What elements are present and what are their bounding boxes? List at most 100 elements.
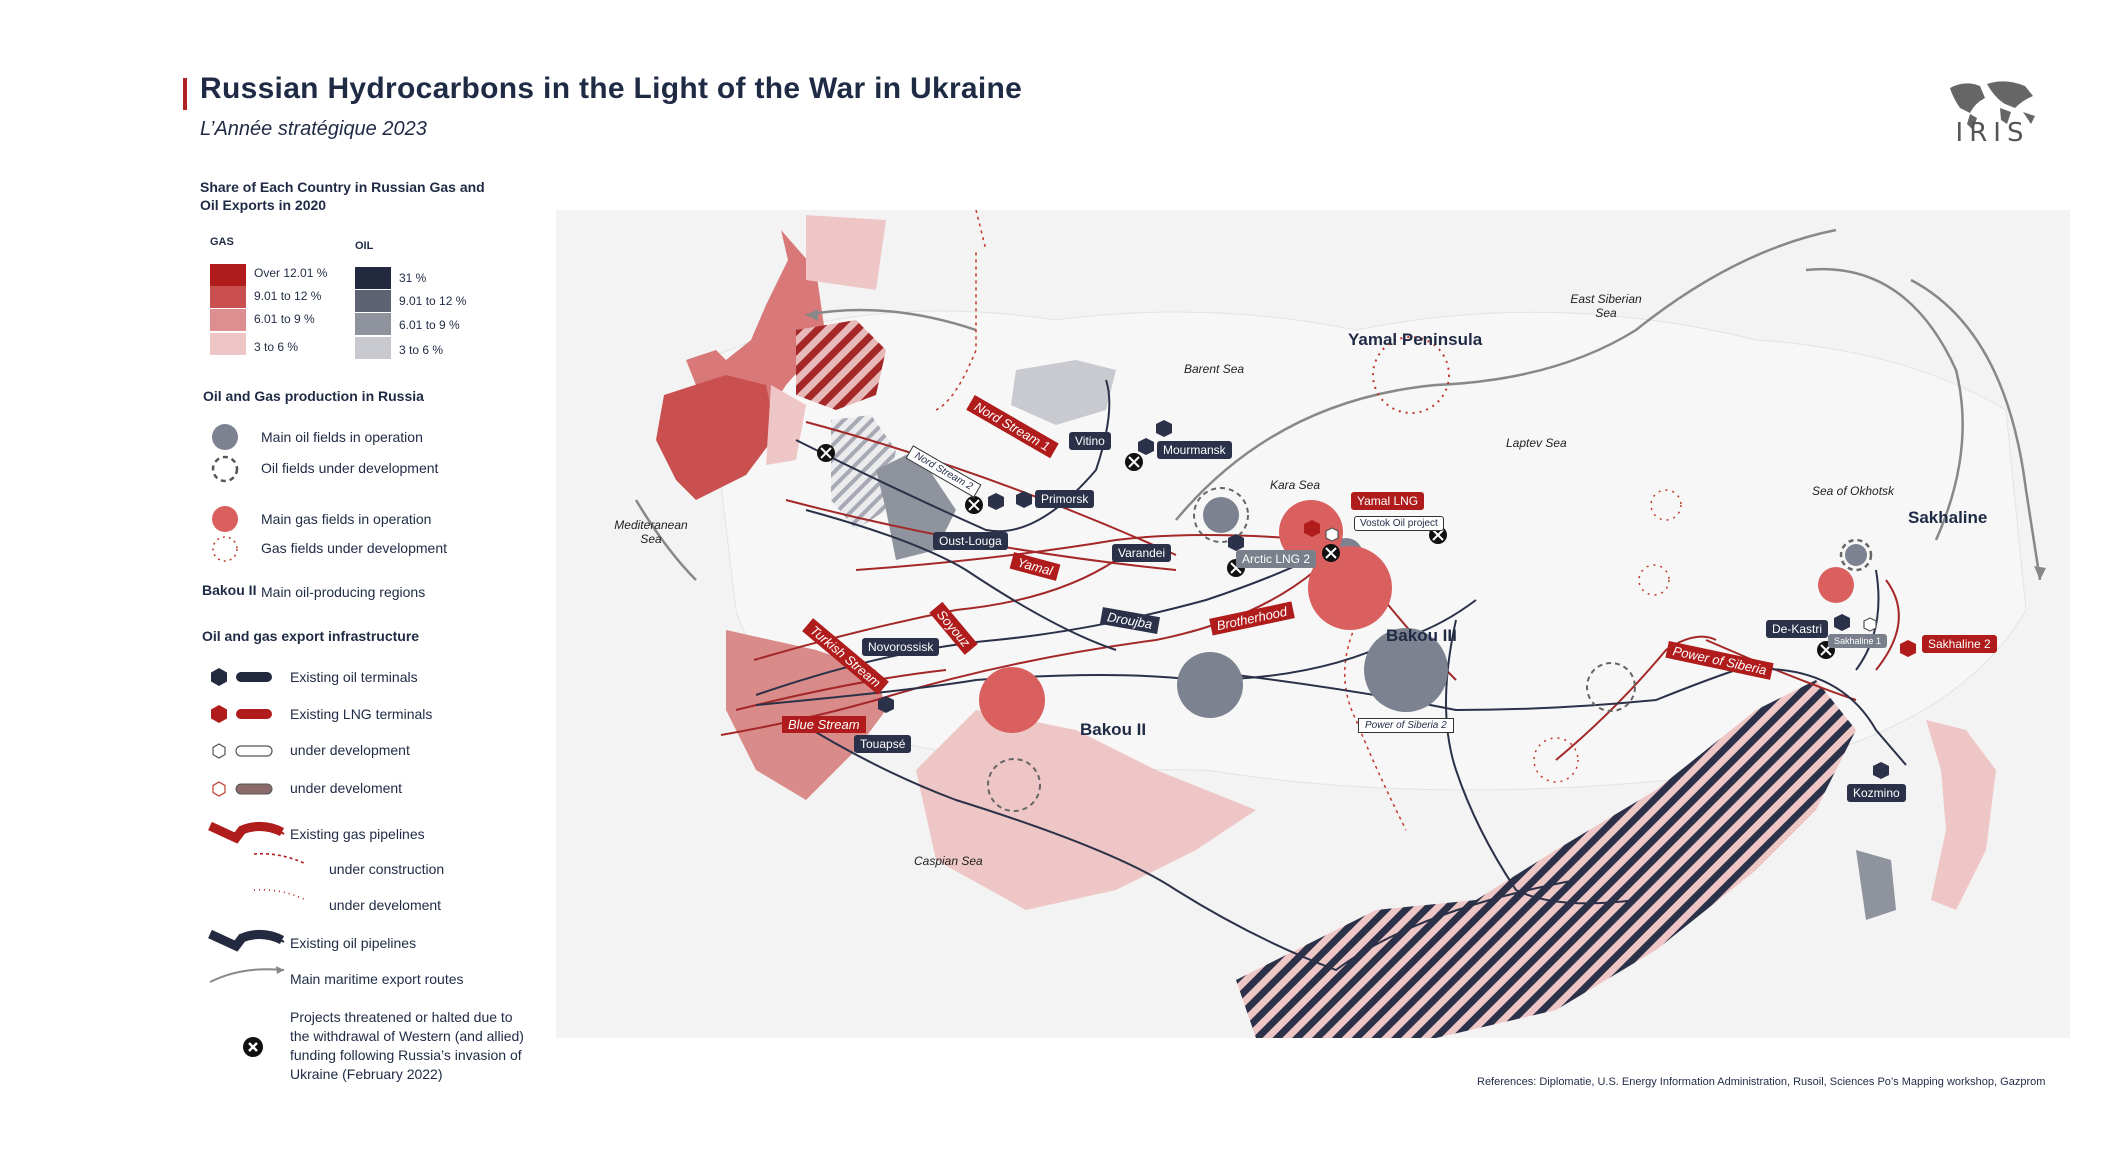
region-kola xyxy=(1011,360,1116,425)
terminal-label-primorsk: Primorsk xyxy=(1035,490,1095,508)
legend-production-heading: Oil and Gas production in Russia xyxy=(203,388,424,404)
halted-project-icon xyxy=(243,1037,263,1057)
oil-field-dev-sakhalin xyxy=(1839,538,1873,572)
gas-swatch-1 xyxy=(210,264,246,286)
iris-logo-text: IRIS xyxy=(1955,118,2030,148)
legend-bakou-desc: Main oil-producing regions xyxy=(261,584,426,600)
sea-label-okhotsk: Sea of Okhotsk xyxy=(1812,484,1895,498)
pipeline-construction-icon xyxy=(253,852,307,865)
sea-label-mediterranean: Mediteranean Sea xyxy=(614,518,688,546)
oil-field-bakou3 xyxy=(1364,628,1448,712)
legend-bakou-key: Bakou II xyxy=(202,582,257,598)
legend-main-oil-label: Main oil fields in operation xyxy=(261,429,423,445)
pipeline-label-power-of-siberia2: Power of Siberia 2 xyxy=(1358,718,1454,733)
legend-oil-pipelines-label: Existing oil pipelines xyxy=(290,935,417,951)
label-yamal-peninsula: Yamal Peninsula xyxy=(1348,330,1483,349)
gas-level-1-label: Over 12.01 % xyxy=(254,266,328,280)
maritime-route-icon xyxy=(209,966,285,983)
country-baltics xyxy=(766,385,806,465)
gas-field-urengoy xyxy=(1308,546,1392,630)
gas-field-main-icon xyxy=(212,506,238,532)
gas-field-dev-c xyxy=(1533,737,1579,783)
gas-swatch-4 xyxy=(210,333,246,355)
legend-oil-dev-label: Oil fields under development xyxy=(261,460,439,476)
label-bakou3: Bakou III xyxy=(1386,626,1457,645)
legend-gas-dev-label: Gas fields under development xyxy=(261,540,447,556)
terminal-label-de-kastri: De-Kastri xyxy=(1766,620,1829,638)
country-kazakhstan xyxy=(916,710,1256,910)
gas-swatch-3 xyxy=(210,309,246,331)
gas-field-dev-a xyxy=(1650,489,1682,521)
pipeline-label-blue-stream: Blue Stream xyxy=(782,716,866,733)
oil-field-timan xyxy=(1203,497,1239,533)
gas-field-dev-icon xyxy=(212,536,238,562)
country-korea-grey xyxy=(1856,850,1896,920)
oil-field-dev-timan xyxy=(1193,487,1249,543)
oil-level-2-label: 9.01 to 12 % xyxy=(399,294,467,308)
legend-lng-terminals-label: Existing LNG terminals xyxy=(290,706,433,722)
sea-label-kara: Kara Sea xyxy=(1270,478,1321,492)
oil-swatch-3 xyxy=(355,313,391,335)
oil-level-4-label: 3 to 6 % xyxy=(399,343,444,357)
map-area: Barent Sea Kara Sea Laptev Sea East Sibe… xyxy=(556,210,2070,1038)
terminal-label-vostok: Vostok Oil project xyxy=(1354,516,1444,531)
gas-level-4-label: 3 to 6 % xyxy=(254,340,299,354)
terminal-label-oust-louga: Oust-Louga xyxy=(933,532,1008,550)
oil-level-3-label: 6.01 to 9 % xyxy=(399,318,460,332)
country-finland xyxy=(806,215,886,290)
terminal-label-mourmansk: Mourmansk xyxy=(1157,441,1232,459)
gas-field-volga xyxy=(979,667,1045,733)
country-norway xyxy=(686,230,826,425)
country-china-striped xyxy=(1236,680,1856,1038)
gas-field-dev-barents xyxy=(1372,336,1450,414)
gas-field-dev-b xyxy=(1638,564,1670,596)
map-canvas xyxy=(556,210,2070,1038)
label-sakhaline: Sakhaline xyxy=(1908,508,1988,527)
oil-swatch-1 xyxy=(355,267,391,289)
gas-pipeline-icon xyxy=(208,821,285,844)
legend-under-construction: under construction xyxy=(329,861,445,877)
terminal-label-arctic-lng2: Arctic LNG 2 xyxy=(1236,550,1317,568)
oil-pipeline-icon xyxy=(208,929,285,952)
lng-terminal-dev-icon xyxy=(212,781,273,797)
terminal-label-touapse: Touapsé xyxy=(854,735,912,753)
terminal-label-sakhalin1: Sakhaline 1 xyxy=(1828,634,1888,648)
sea-label-east-siberian: East Siberian Sea xyxy=(1570,292,1642,320)
terminal-label-yamal-lng: Yamal LNG xyxy=(1351,492,1425,510)
pipeline-dev-icon xyxy=(253,888,307,901)
legend-gas-heading: GAS xyxy=(210,236,234,248)
oil-field-dev-east xyxy=(1586,662,1636,712)
oil-field-main-icon xyxy=(212,424,238,450)
country-turkey xyxy=(726,630,886,800)
page-title: Russian Hydrocarbons in the Light of the… xyxy=(200,72,1023,105)
legend-under-dev-1: under development xyxy=(290,742,410,758)
label-bakou2: Bakou II xyxy=(1080,720,1147,739)
legend-main-gas-label: Main gas fields in operation xyxy=(261,511,432,527)
oil-terminal-icon xyxy=(211,668,272,686)
terminal-label-novorossisk: Novorossisk xyxy=(862,638,940,656)
page-subtitle: L’Année stratégique 2023 xyxy=(200,118,427,140)
gas-field-sakhalin xyxy=(1818,567,1854,603)
legend-gas-pipelines-label: Existing gas pipelines xyxy=(290,826,425,842)
legend-oil-heading: OIL xyxy=(355,240,374,252)
oil-swatch-4 xyxy=(355,337,391,359)
iris-globe-logo-icon xyxy=(1950,81,2035,130)
legend-maritime-label: Main maritime export routes xyxy=(290,971,464,987)
sea-label-caspian: Caspian Sea xyxy=(914,854,983,868)
oil-field-sakhalin xyxy=(1845,544,1867,566)
gas-level-3-label: 6.01 to 9 % xyxy=(254,312,315,326)
terminal-label-vitino: Vitino xyxy=(1069,432,1111,450)
legend-share-heading: Share of Each Country in Russian Gas and… xyxy=(200,179,485,213)
oil-field-dev-icon xyxy=(211,455,239,483)
title-accent-bar xyxy=(183,78,187,110)
terminal-label-sakhalin2: Sakhaline 2 xyxy=(1922,635,1997,653)
legend-oil-terminals-label: Existing oil terminals xyxy=(290,669,418,685)
oil-field-dev-caspian xyxy=(987,758,1041,812)
oil-terminal-dev-icon xyxy=(212,743,273,759)
oil-field-bakou2 xyxy=(1177,652,1243,718)
sea-label-laptev: Laptev Sea xyxy=(1506,436,1567,450)
sea-label-barent: Barent Sea xyxy=(1184,362,1245,376)
oil-level-1-label: 31 % xyxy=(399,271,427,285)
terminal-label-varandei: Varandei xyxy=(1112,544,1172,562)
region-finland-striped xyxy=(796,320,886,410)
